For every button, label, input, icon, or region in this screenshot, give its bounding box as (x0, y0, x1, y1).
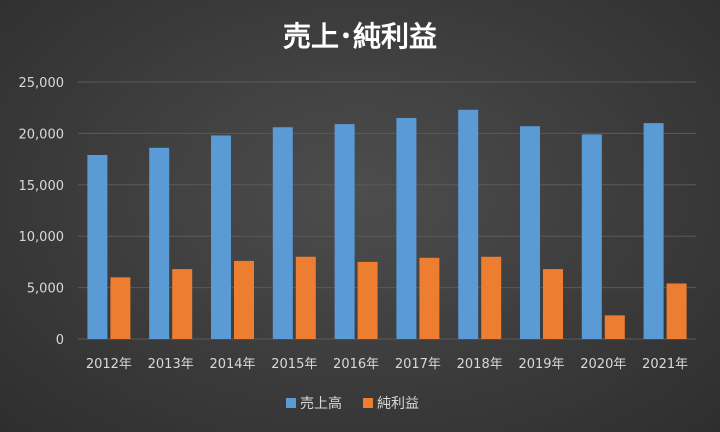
bar-sales (272, 127, 293, 340)
y-tick-label: 10,000 (19, 230, 65, 245)
bar-net-profit (481, 256, 502, 339)
chart-title: 売上･純利益 (283, 20, 437, 53)
bar-net-profit (172, 269, 193, 339)
x-tick-label: 2015年 (271, 357, 317, 372)
bar-net-profit (666, 283, 687, 339)
y-axis: 0 5,000 10,000 15,000 20,000 25,000 (19, 76, 65, 348)
bar-net-profit (234, 260, 254, 339)
y-tick-label: 20,000 (19, 127, 65, 142)
gridlines (78, 81, 696, 340)
bar-net-profit (419, 257, 440, 339)
bar-sales (87, 154, 108, 339)
x-tick-label: 2013年 (148, 357, 194, 372)
bar-sales (458, 109, 479, 339)
bar-sales (396, 117, 417, 339)
x-tick-label: 2018年 (457, 357, 503, 372)
y-tick-label: 5,000 (27, 282, 64, 297)
legend-swatch (363, 398, 373, 408)
bar-net-profit (543, 269, 563, 339)
x-tick-label: 2012年 (86, 357, 132, 372)
bar-sales (211, 135, 231, 339)
x-tick-label: 2014年 (209, 357, 255, 372)
y-tick-label: 0 (56, 333, 64, 348)
y-tick-label: 25,000 (19, 76, 65, 91)
x-tick-label: 2016年 (333, 357, 379, 372)
x-tick-label: 2021年 (642, 357, 688, 372)
bar-sales (149, 147, 170, 339)
bars (87, 109, 687, 340)
x-tick-label: 2019年 (518, 357, 564, 372)
bar-net-profit (357, 261, 378, 339)
bar-net-profit (110, 277, 131, 339)
bar-sales (334, 124, 355, 339)
x-tick-label: 2020年 (580, 357, 626, 372)
legend-swatch (286, 398, 296, 408)
bar-sales (520, 126, 540, 339)
y-tick-label: 15,000 (19, 179, 65, 194)
x-tick-label: 2017年 (395, 357, 441, 372)
bar-sales (643, 123, 664, 340)
legend-label: 売上高 (300, 395, 342, 412)
bar-sales (581, 134, 602, 339)
x-axis: 2012年 2013年 2014年 2015年 2016年 2017年 2018年 2019年… (86, 357, 688, 372)
legend-label: 純利益 (377, 396, 419, 412)
legend: 売上高 純利益 (286, 395, 419, 412)
bar-net-profit (604, 315, 625, 339)
bar-net-profit (295, 256, 316, 339)
